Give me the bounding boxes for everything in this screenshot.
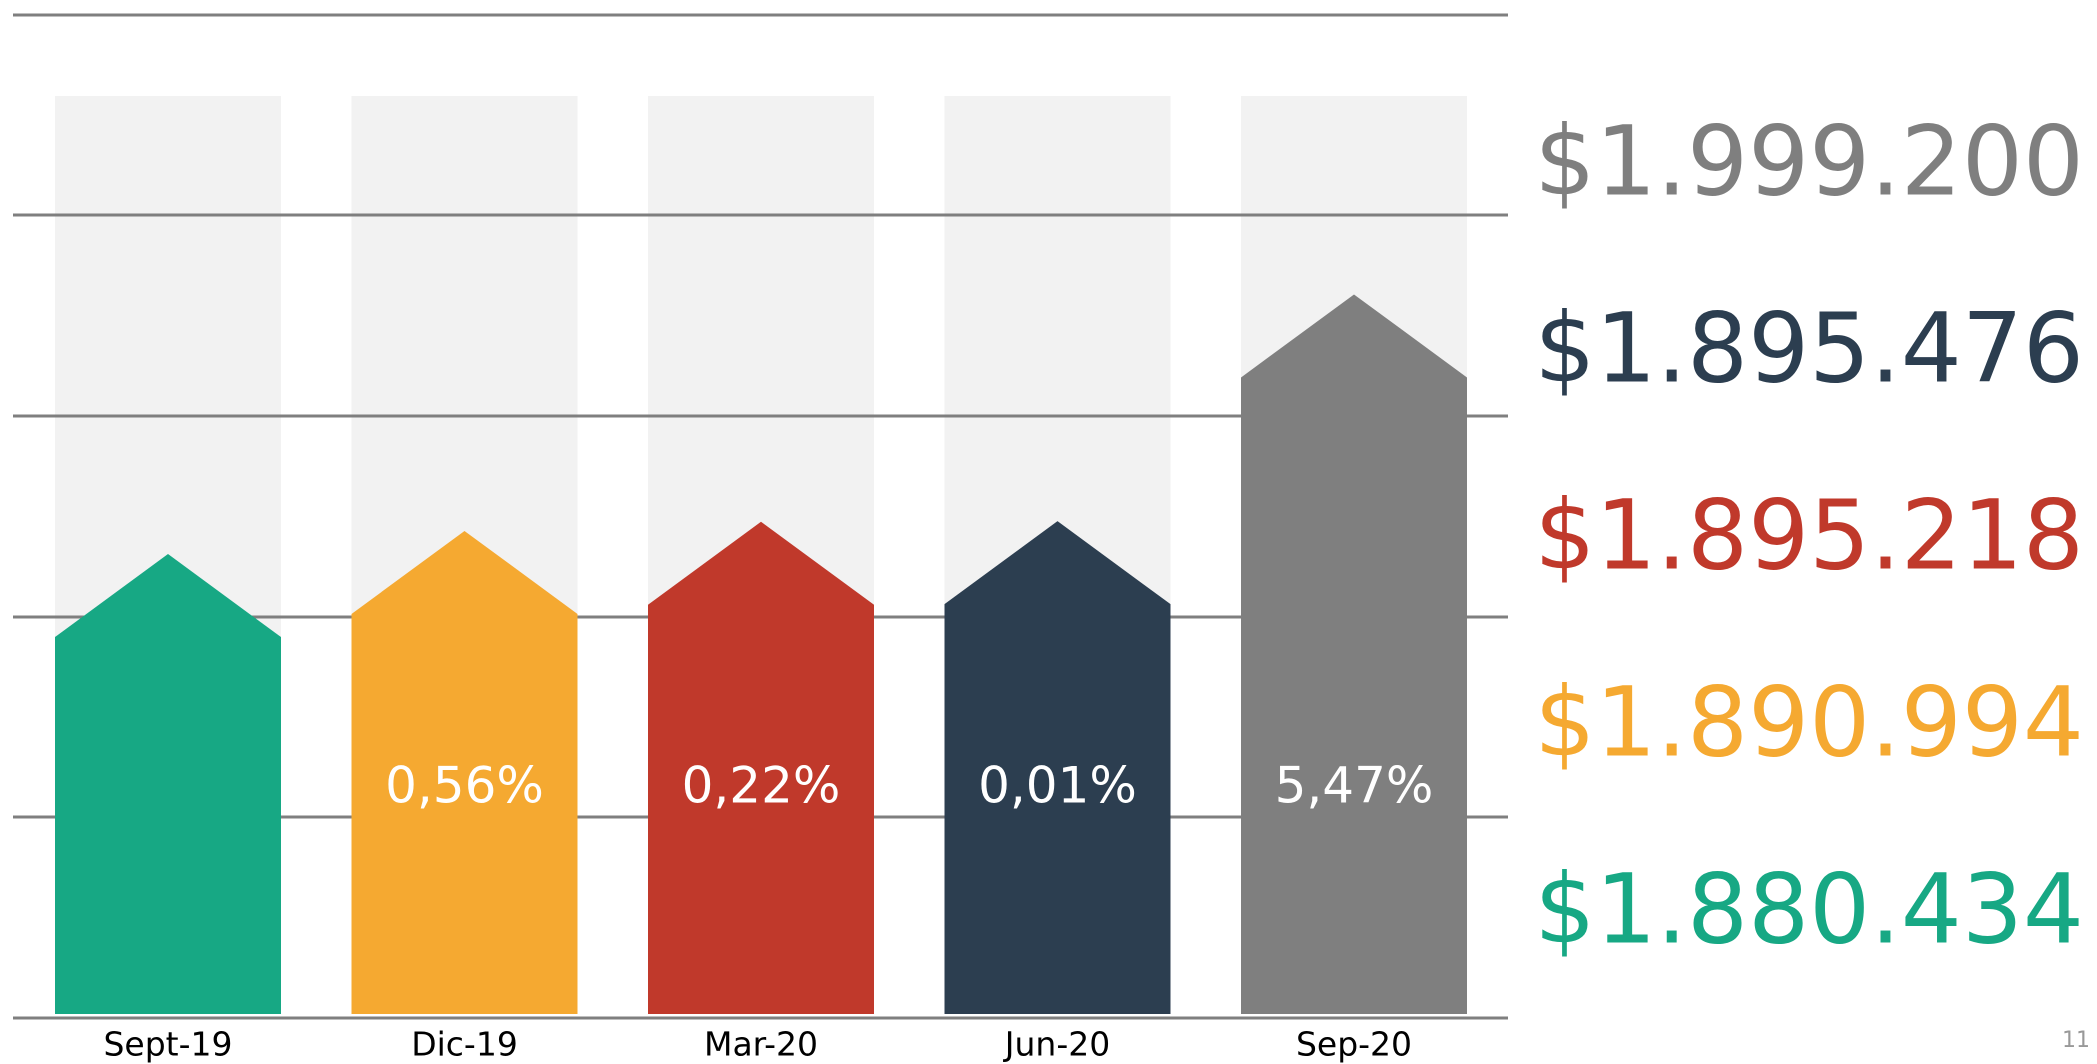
x-tick-label: Sept-19 [103,1025,232,1064]
page-number: 11 [2062,1028,2090,1053]
x-tick-label: Dic-19 [411,1025,518,1064]
bar [55,554,281,1014]
bar [944,521,1171,1014]
change-label: 0,22% [682,757,841,815]
bar [351,530,578,1014]
bar [1241,294,1467,1014]
x-tick-label: Sep-20 [1296,1025,1412,1064]
x-tick-label: Jun-20 [1003,1025,1110,1064]
change-label: 0,01% [978,757,1137,815]
value-label: $1.890.994 [1534,666,2084,778]
value-label: $1.895.218 [1534,479,2084,591]
change-label: 5,47% [1275,757,1434,815]
value-label: $1.880.434 [1534,853,2084,965]
value-label: $1.895.476 [1534,292,2084,404]
bar [648,521,874,1014]
change-label: 0,56% [385,757,544,815]
value-label: $1.999.200 [1534,105,2084,217]
x-tick-label: Mar-20 [704,1025,818,1064]
